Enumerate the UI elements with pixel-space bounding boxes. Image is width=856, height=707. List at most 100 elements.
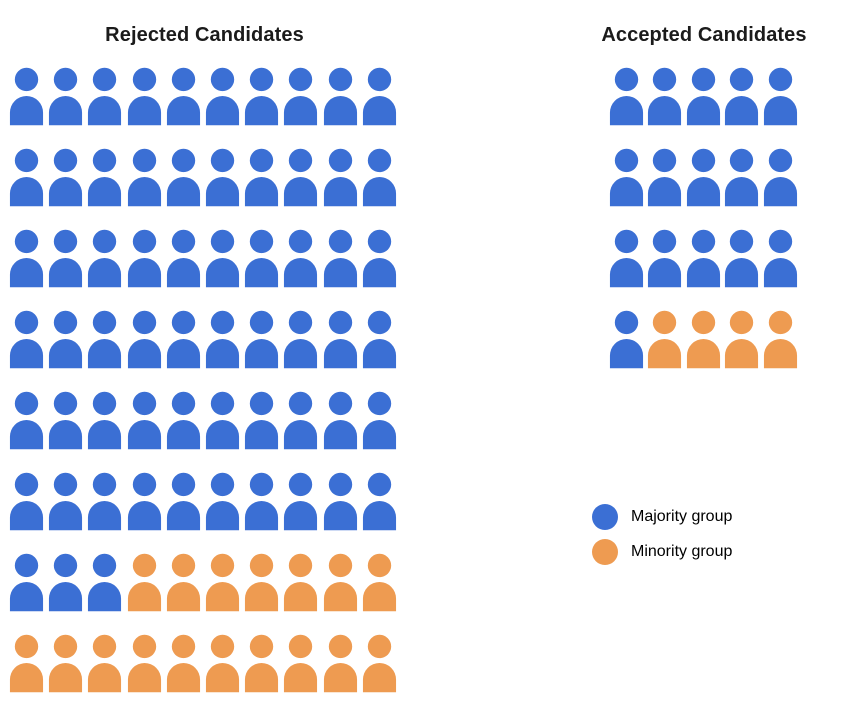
person-icon-minority xyxy=(243,553,280,612)
person-icon-majority xyxy=(243,472,280,531)
person-icon-majority xyxy=(86,391,123,450)
person-icon-minority xyxy=(322,553,359,612)
person-icon-majority xyxy=(204,229,241,288)
person-icon-majority xyxy=(723,148,760,207)
person-icon-majority xyxy=(165,310,202,369)
person-icon-majority xyxy=(86,553,123,612)
person-icon-majority xyxy=(723,67,760,126)
person-icon-minority xyxy=(723,310,760,369)
person-icon-majority xyxy=(322,391,359,450)
person-icon-majority xyxy=(282,391,319,450)
person-icon-minority xyxy=(47,634,84,693)
person-icon-majority xyxy=(8,553,45,612)
person-icon-majority xyxy=(165,472,202,531)
person-icon-minority xyxy=(646,310,683,369)
accepted-panel-title: Accepted Candidates xyxy=(601,24,807,46)
person-icon-minority xyxy=(282,634,319,693)
person-icon-minority xyxy=(8,634,45,693)
person-icon-majority xyxy=(126,148,163,207)
person-icon-majority xyxy=(86,310,123,369)
person-icon-minority xyxy=(243,634,280,693)
person-icon-majority xyxy=(204,391,241,450)
person-icon-majority xyxy=(86,472,123,531)
person-icon-minority xyxy=(165,553,202,612)
person-icon-majority xyxy=(204,67,241,126)
person-icon-minority xyxy=(282,553,319,612)
person-icon-majority xyxy=(685,148,722,207)
person-icon-majority xyxy=(646,148,683,207)
person-icon-majority xyxy=(282,310,319,369)
rejected-panel-title: Rejected Candidates xyxy=(105,24,304,46)
person-icon-majority xyxy=(47,229,84,288)
person-icon-majority xyxy=(126,67,163,126)
legend: Majority group Minority group xyxy=(592,504,732,565)
person-icon-majority xyxy=(86,148,123,207)
person-icon-majority xyxy=(126,229,163,288)
person-icon-majority xyxy=(282,148,319,207)
person-icon-majority xyxy=(762,148,799,207)
person-icon-majority xyxy=(282,472,319,531)
person-icon-majority xyxy=(243,310,280,369)
person-icon-minority xyxy=(762,310,799,369)
person-icon-majority xyxy=(165,67,202,126)
person-icon-majority xyxy=(322,148,359,207)
person-icon-majority xyxy=(361,310,398,369)
person-icon-majority xyxy=(282,67,319,126)
person-icon-majority xyxy=(86,67,123,126)
person-icon-majority xyxy=(8,229,45,288)
person-icon-majority xyxy=(47,148,84,207)
person-icon-minority xyxy=(361,553,398,612)
person-icon-majority xyxy=(762,229,799,288)
person-icon-majority xyxy=(361,229,398,288)
person-icon-majority xyxy=(243,391,280,450)
person-icon-minority xyxy=(322,634,359,693)
person-icon-majority xyxy=(126,472,163,531)
person-icon-majority xyxy=(762,67,799,126)
person-icon-majority xyxy=(361,148,398,207)
person-icon-minority xyxy=(165,634,202,693)
person-icon-majority xyxy=(204,472,241,531)
person-icon-majority xyxy=(685,229,722,288)
legend-item-minority: Minority group xyxy=(592,539,732,565)
person-icon-majority xyxy=(8,310,45,369)
person-icon-majority xyxy=(608,67,645,126)
person-icon-majority xyxy=(723,229,760,288)
person-icon-majority xyxy=(126,391,163,450)
person-icon-majority xyxy=(126,310,163,369)
minority-color-swatch xyxy=(592,539,618,565)
person-icon-majority xyxy=(361,472,398,531)
person-icon-minority xyxy=(685,310,722,369)
rejected-waffle-chart xyxy=(8,67,400,693)
person-icon-majority xyxy=(47,472,84,531)
person-icon-majority xyxy=(165,229,202,288)
person-icon-minority xyxy=(361,634,398,693)
person-icon-majority xyxy=(243,229,280,288)
person-icon-majority xyxy=(204,148,241,207)
legend-item-majority: Majority group xyxy=(592,504,732,530)
person-icon-majority xyxy=(685,67,722,126)
person-icon-majority xyxy=(282,229,319,288)
accepted-waffle-chart xyxy=(608,67,800,369)
person-icon-majority xyxy=(47,553,84,612)
person-icon-majority xyxy=(608,229,645,288)
person-icon-majority xyxy=(646,229,683,288)
person-icon-majority xyxy=(322,67,359,126)
majority-legend-label: Majority group xyxy=(631,508,733,525)
person-icon-majority xyxy=(243,148,280,207)
person-icon-majority xyxy=(361,67,398,126)
person-icon-majority xyxy=(322,229,359,288)
person-icon-majority xyxy=(165,391,202,450)
person-icon-minority xyxy=(126,634,163,693)
majority-color-swatch xyxy=(592,504,618,530)
person-icon-minority xyxy=(204,634,241,693)
person-icon-majority xyxy=(8,472,45,531)
person-icon-majority xyxy=(361,391,398,450)
person-icon-majority xyxy=(8,148,45,207)
person-icon-majority xyxy=(8,67,45,126)
person-icon-majority xyxy=(608,310,645,369)
person-icon-majority xyxy=(47,67,84,126)
person-icon-majority xyxy=(204,310,241,369)
person-icon-majority xyxy=(322,472,359,531)
person-icon-majority xyxy=(608,148,645,207)
